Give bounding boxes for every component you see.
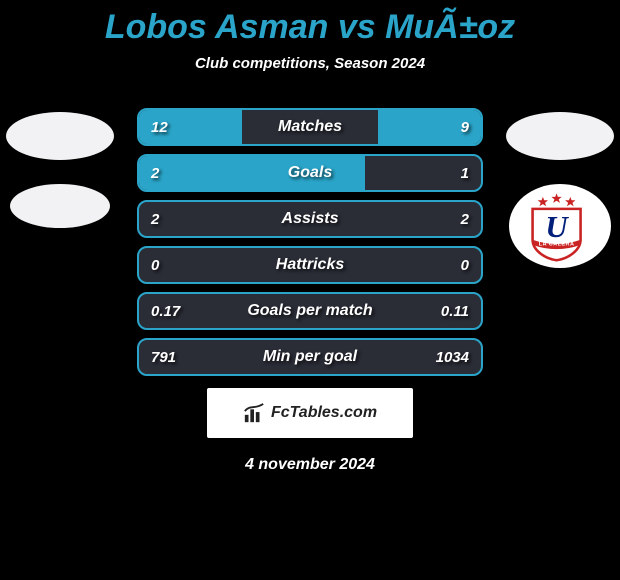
stat-row-goals-per-match: 0.17 Goals per match 0.11: [137, 292, 483, 330]
bar-chart-icon: [243, 402, 265, 424]
stat-value-left: 791: [151, 349, 176, 366]
stat-value-right: 1034: [436, 349, 469, 366]
svg-text:LA CALERA: LA CALERA: [539, 242, 575, 248]
player-left-club-badge: [10, 184, 110, 228]
stat-label: Hattricks: [276, 256, 344, 274]
stat-value-left: 12: [151, 119, 168, 136]
comparison-subtitle: Club competitions, Season 2024: [195, 55, 425, 72]
comparison-title: Lobos Asman vs MuÃ±oz: [105, 8, 515, 47]
player-right-club-badge: U LA CALERA: [509, 184, 611, 268]
page-date: 4 november 2024: [245, 456, 375, 474]
stat-value-right: 0: [461, 257, 469, 274]
stat-row-matches: 12 Matches 9: [137, 108, 483, 146]
stat-value-right: 9: [461, 119, 469, 136]
stat-value-right: 2: [461, 211, 469, 228]
la-calera-shield-icon: U LA CALERA: [516, 190, 604, 262]
player-left-column: [6, 112, 114, 228]
stat-label: Matches: [278, 118, 342, 136]
stat-value-left: 2: [151, 165, 159, 182]
stat-row-min-per-goal: 791 Min per goal 1034: [137, 338, 483, 376]
player-right-column: U LA CALERA: [506, 112, 614, 268]
stat-label: Goals per match: [247, 302, 372, 320]
stat-label: Assists: [282, 210, 339, 228]
footer-logo-text: FcTables.com: [271, 404, 377, 422]
stat-value-right: 0.11: [441, 303, 469, 320]
stat-row-assists: 2 Assists 2: [137, 200, 483, 238]
footer-logo[interactable]: FcTables.com: [207, 388, 413, 438]
player-right-avatar: [506, 112, 614, 160]
stats-table: 12 Matches 9 2 Goals 1 2 Assists 2 0 Hat…: [137, 108, 483, 376]
stat-value-left: 0: [151, 257, 159, 274]
player-left-avatar: [6, 112, 114, 160]
stat-value-right: 1: [461, 165, 469, 182]
stat-row-hattricks: 0 Hattricks 0: [137, 246, 483, 284]
stat-label: Goals: [288, 164, 332, 182]
svg-text:U: U: [545, 210, 569, 244]
stat-value-left: 2: [151, 211, 159, 228]
stat-label: Min per goal: [263, 348, 357, 366]
stat-row-goals: 2 Goals 1: [137, 154, 483, 192]
stat-value-left: 0.17: [151, 303, 180, 320]
